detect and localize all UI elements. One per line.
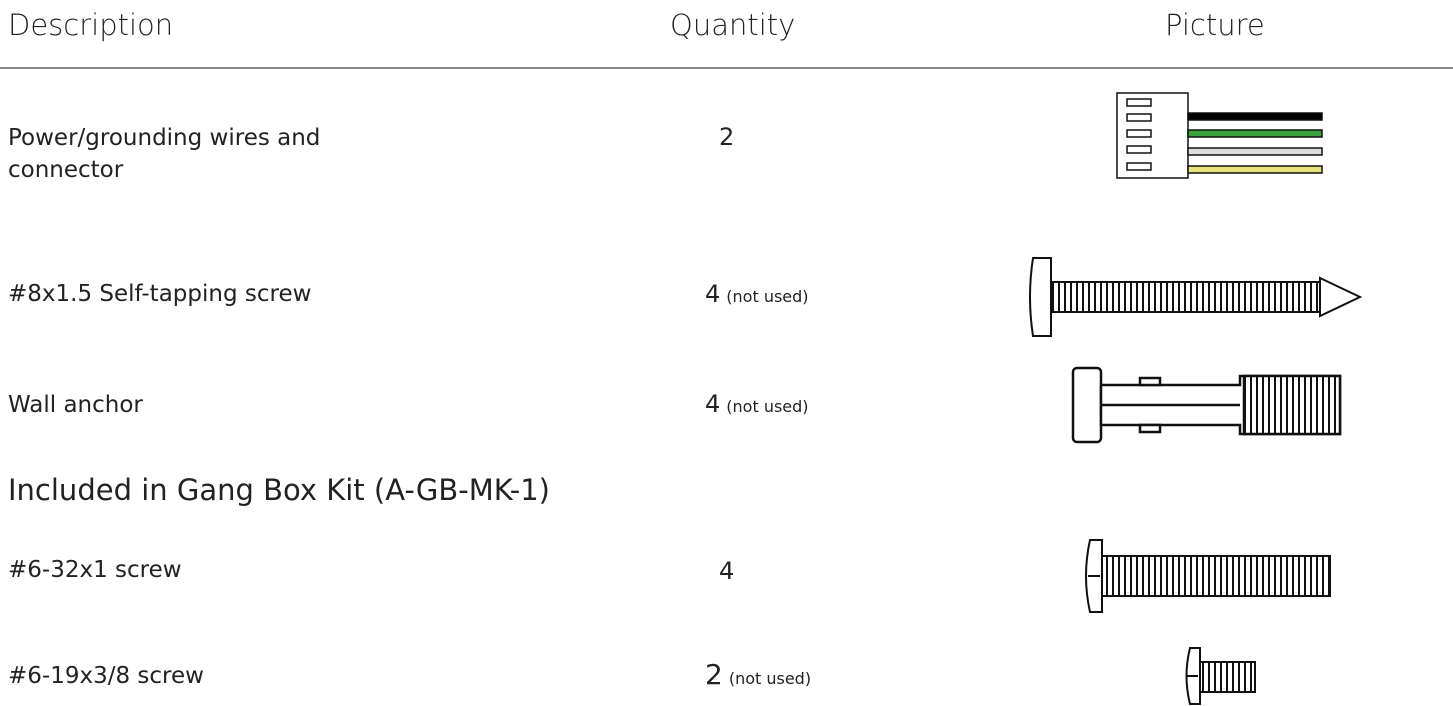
screw-632-picture (1085, 539, 1331, 613)
description: #6-19x3/8 screw (8, 663, 204, 689)
wall-anchor-picture (1071, 366, 1342, 444)
header-description: Description (8, 8, 174, 42)
quantity: 2 (705, 658, 723, 691)
description: #6-32x1 screw (8, 557, 182, 583)
description: Wall anchor (8, 392, 143, 418)
quantity: 4 (705, 390, 721, 418)
header-quantity: Quantity (670, 8, 796, 42)
connector-picture (1116, 92, 1323, 179)
note: (not used) (726, 287, 809, 306)
quantity: 4 (719, 557, 735, 585)
quantity-cell: 2 (not used) (705, 658, 811, 691)
description: #8x1.5 Self-tapping screw (8, 281, 312, 307)
header-picture: Picture (1165, 8, 1265, 42)
quantity: 2 (719, 123, 735, 151)
description: Power/grounding wires and connector (8, 125, 321, 183)
screw-619-picture (1185, 647, 1256, 705)
section-title: Included in Gang Box Kit (A-GB-MK-1) (8, 473, 550, 507)
quantity: 4 (705, 280, 721, 308)
note: (not used) (728, 669, 812, 688)
quantity-cell: 4 (not used) (705, 390, 809, 418)
self-tapping-screw-picture (1029, 257, 1363, 337)
quantity-cell: 4 (not used) (705, 280, 809, 308)
note: (not used) (726, 397, 809, 416)
